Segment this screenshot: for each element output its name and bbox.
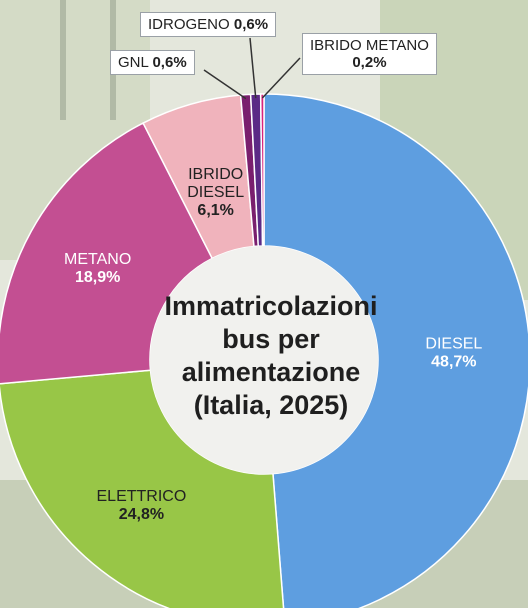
callout-value: 0,6% bbox=[233, 16, 269, 33]
callout-value: 0,6% bbox=[152, 54, 187, 71]
slice-name: ELETTRICO bbox=[97, 488, 187, 505]
slice-label-ibrido-diesel: IBRIDO DIESEL 6,1% bbox=[187, 166, 244, 219]
slice-name: DIESEL bbox=[425, 336, 482, 353]
leader-lines bbox=[203, 37, 301, 100]
leader-line-ibrido-metano bbox=[261, 57, 301, 99]
callout-idrogeno: IDROGENO 0,6% bbox=[140, 12, 277, 37]
slice-value: 48,7% bbox=[431, 354, 476, 371]
callout-name: GNL bbox=[118, 54, 149, 71]
slice-label-elettrico: ELETTRICO 24,8% bbox=[97, 488, 187, 523]
callout-gnl: GNL 0,6% bbox=[110, 50, 195, 75]
title-line: Immatricolazioni bbox=[164, 291, 378, 321]
slice-name: DIESEL bbox=[187, 184, 244, 201]
slice-value: 18,9% bbox=[75, 269, 120, 286]
slice-name: METANO bbox=[64, 251, 131, 268]
callout-name: IDROGENO bbox=[148, 16, 230, 33]
title-line: bus per bbox=[222, 324, 320, 354]
slice-name: IBRIDO bbox=[188, 166, 243, 183]
donut-slices bbox=[0, 93, 528, 608]
callout-value: 0,2% bbox=[352, 54, 387, 71]
slice-value: 6,1% bbox=[197, 202, 233, 219]
title-line: alimentazione bbox=[181, 357, 361, 387]
callout-ibrido-metano: IBRIDO METANO 0,2% bbox=[302, 33, 437, 75]
slice-label-metano: METANO 18,9% bbox=[64, 251, 131, 286]
slice-label-diesel: DIESEL 48,7% bbox=[425, 336, 482, 371]
title-line: (Italia, 2025) bbox=[193, 390, 349, 420]
leader-line-idrogeno bbox=[249, 37, 257, 99]
leader-line-gnl bbox=[203, 69, 247, 100]
callout-name: IBRIDO METANO bbox=[310, 37, 429, 54]
slice-value: 24,8% bbox=[119, 506, 164, 523]
donut-hole bbox=[150, 246, 378, 474]
chart-title: Immatricolazioni bus per alimentazione (… bbox=[156, 290, 386, 422]
slice-labels: DIESEL 48,7%ELETTRICO 24,8%METANO 18,9%IBRI… bbox=[64, 166, 482, 523]
